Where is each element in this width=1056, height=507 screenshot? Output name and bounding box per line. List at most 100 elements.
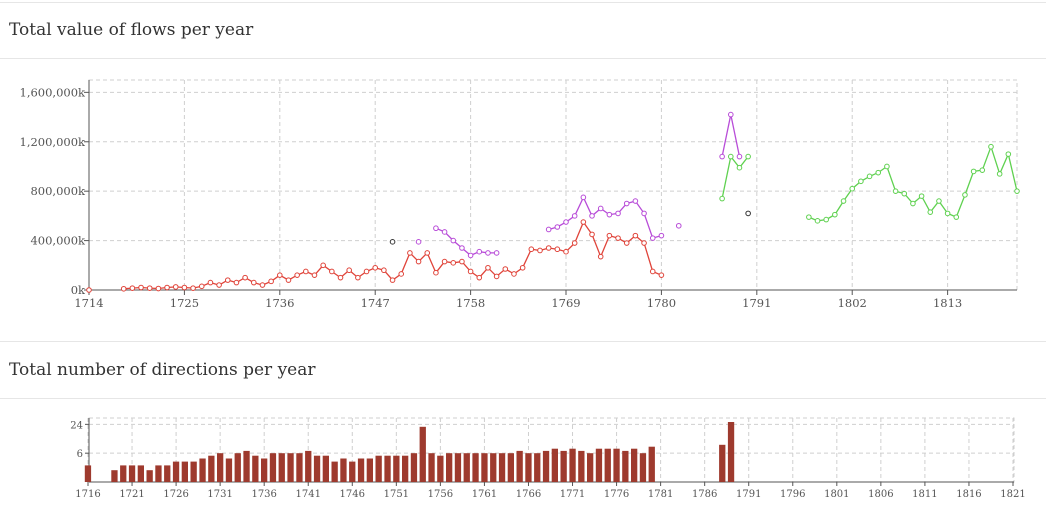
x-tick-label: 1736 <box>265 296 294 310</box>
data-point <box>460 259 465 264</box>
data-point <box>555 247 560 252</box>
data-point <box>598 206 603 211</box>
data-point <box>278 273 283 278</box>
data-point <box>963 193 968 198</box>
bar <box>164 465 170 482</box>
data-point <box>390 240 395 245</box>
data-point <box>807 215 812 220</box>
data-point <box>139 285 144 290</box>
data-point <box>373 265 378 270</box>
data-point <box>564 220 569 225</box>
data-point <box>520 265 525 270</box>
bar <box>719 445 725 482</box>
data-point <box>243 275 248 280</box>
data-point <box>1015 189 1020 194</box>
bar <box>499 453 505 482</box>
bar <box>622 451 628 482</box>
bar <box>296 453 302 482</box>
data-point <box>676 223 681 228</box>
directions-bar-chart: 1716 1721 1726 1731 1736 1741 1746 1751 1756 1761… <box>0 410 1056 505</box>
data-point <box>269 279 274 284</box>
data-point <box>356 275 361 280</box>
x-tick-label: 1802 <box>838 296 867 310</box>
flows-header-divider <box>0 58 1046 59</box>
data-point <box>503 267 508 272</box>
x-tick-label: 1806 <box>868 489 893 500</box>
data-point <box>728 154 733 159</box>
bar <box>631 449 637 482</box>
data-point <box>650 236 655 241</box>
data-point <box>390 278 395 283</box>
bar <box>332 462 338 482</box>
x-tick-label: 1766 <box>516 489 541 500</box>
data-point <box>893 189 898 194</box>
data-point <box>338 275 343 280</box>
data-point <box>451 261 456 266</box>
data-point <box>486 265 491 270</box>
data-point <box>156 286 161 291</box>
bar <box>446 453 452 482</box>
bar <box>640 453 646 482</box>
bar <box>226 459 232 483</box>
data-point <box>312 273 317 278</box>
series-line <box>809 147 1017 221</box>
bar <box>129 465 135 482</box>
data-point <box>1006 152 1011 157</box>
x-tick-label: 1781 <box>648 489 673 500</box>
data-point <box>659 273 664 278</box>
data-point <box>555 225 560 230</box>
y-tick-label: 1,600,000k <box>20 85 87 99</box>
data-point <box>382 268 387 273</box>
data-point <box>234 280 239 285</box>
bar <box>173 462 179 482</box>
data-point <box>147 286 152 291</box>
data-point <box>434 226 439 231</box>
data-point <box>859 179 864 184</box>
data-point <box>260 283 265 288</box>
bar <box>402 456 408 482</box>
data-point <box>954 215 959 220</box>
data-point <box>633 233 638 238</box>
bar <box>596 449 602 482</box>
x-tick-label: 1821 <box>1000 489 1025 500</box>
data-point <box>659 233 664 238</box>
top-divider <box>0 2 1046 3</box>
data-point <box>191 286 196 291</box>
data-point <box>321 263 326 268</box>
data-point <box>720 154 725 159</box>
data-point <box>572 214 577 219</box>
data-point <box>451 238 456 243</box>
bar <box>287 453 293 482</box>
data-point <box>989 144 994 149</box>
bar <box>182 462 188 482</box>
data-point <box>746 154 751 159</box>
bar <box>323 456 329 482</box>
data-point <box>911 201 916 206</box>
data-point <box>130 286 135 291</box>
data-point <box>434 270 439 275</box>
data-point <box>581 220 586 225</box>
x-tick-label: 1746 <box>340 489 365 500</box>
bar <box>525 453 531 482</box>
bar <box>481 453 487 482</box>
y-tick-label: 1,200,000k <box>20 135 87 149</box>
data-point <box>330 269 335 274</box>
bar <box>270 453 276 482</box>
data-point <box>876 170 881 175</box>
data-point <box>841 199 846 204</box>
data-point <box>529 247 534 252</box>
data-point <box>87 288 92 293</box>
data-point <box>399 272 404 277</box>
data-point <box>477 275 482 280</box>
data-point <box>867 174 872 179</box>
middle-divider <box>0 341 1046 342</box>
bar <box>649 447 655 482</box>
data-point <box>607 233 612 238</box>
bar <box>508 453 514 482</box>
x-tick-label: 1751 <box>384 489 409 500</box>
data-point <box>945 211 950 216</box>
data-point <box>624 201 629 206</box>
data-point <box>425 251 430 256</box>
data-point <box>598 254 603 259</box>
data-point <box>607 212 612 217</box>
